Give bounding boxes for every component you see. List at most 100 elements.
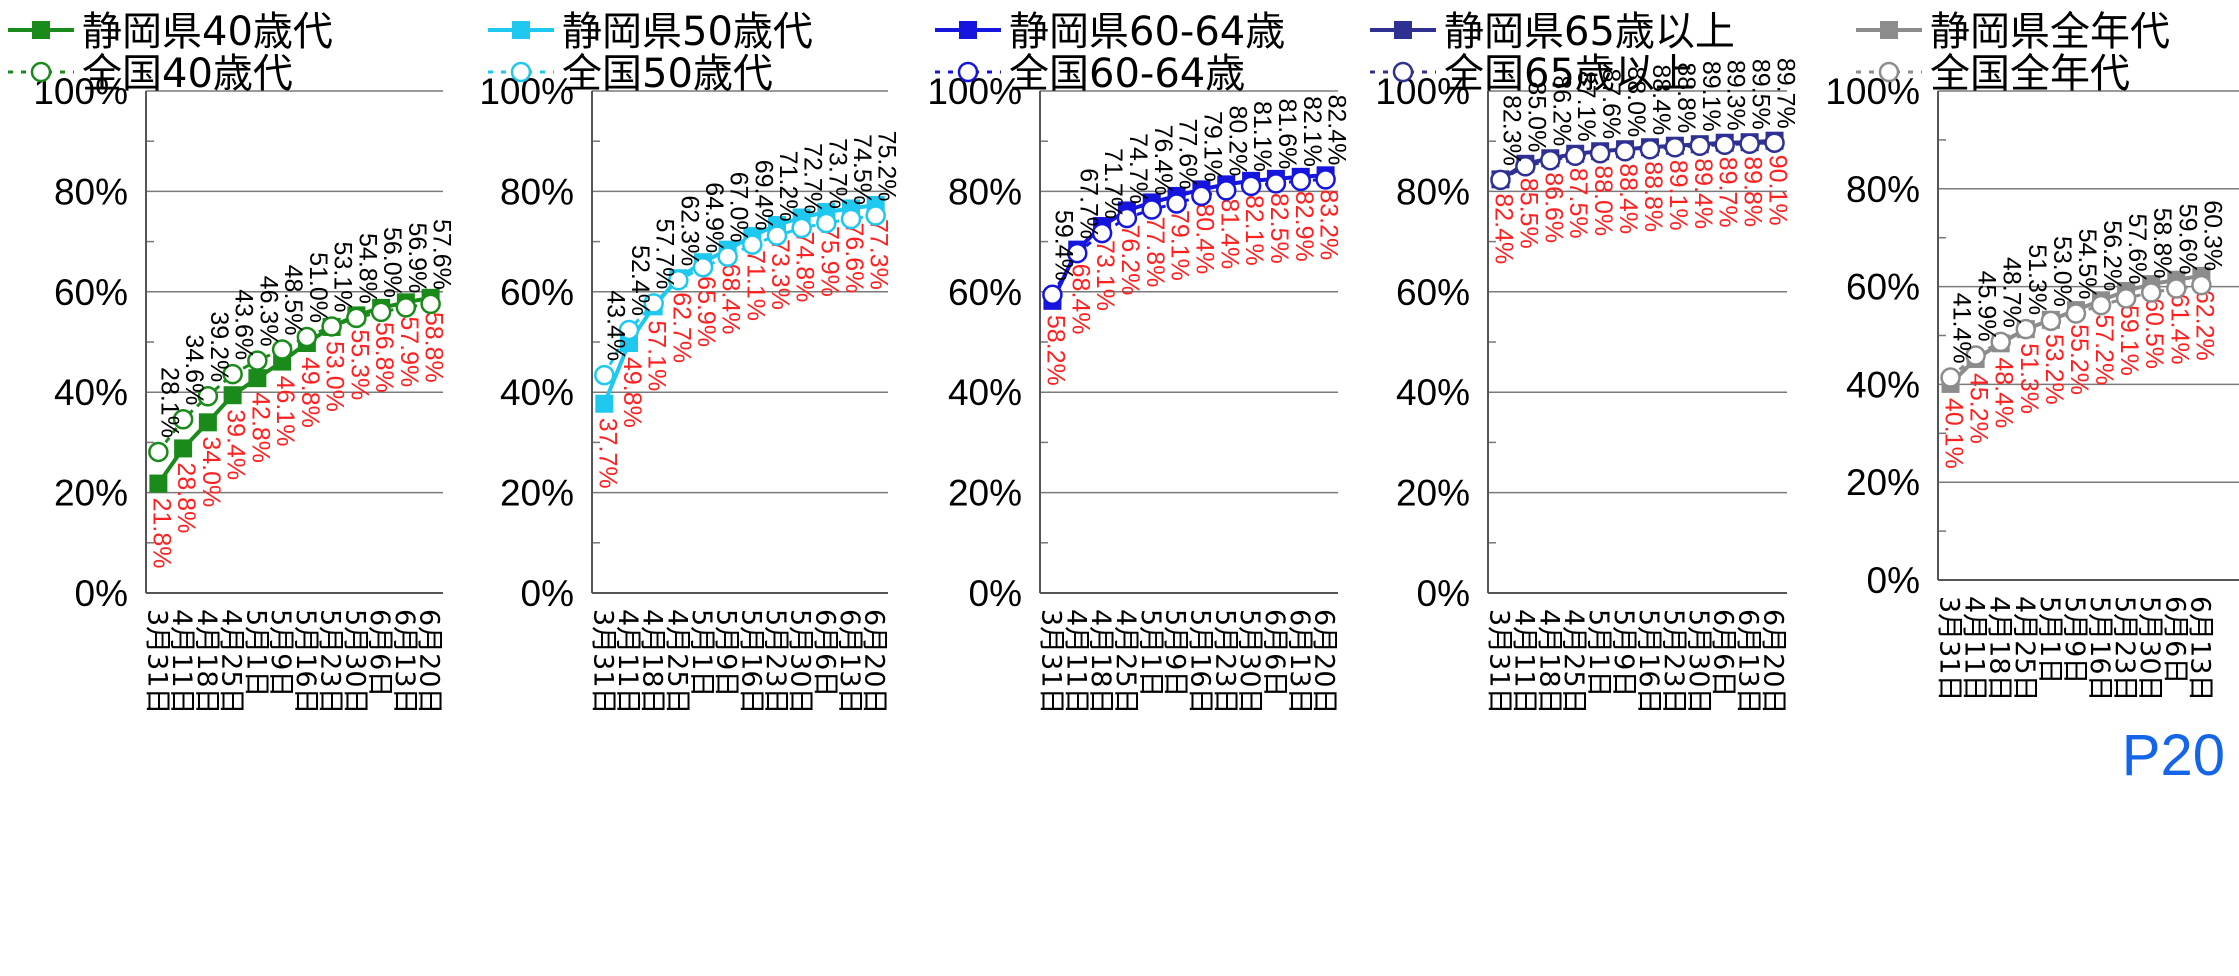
legend-label: 静岡県65歳以上 xyxy=(1444,9,1735,55)
legend-marker-circle xyxy=(957,61,979,83)
data-point-circle xyxy=(742,234,763,255)
data-label: 62.7% xyxy=(667,292,695,363)
data-label: 81.1% xyxy=(1248,101,1276,172)
data-label: 72.7% xyxy=(799,143,827,214)
y-tick-label: 0% xyxy=(1867,560,1920,601)
legend-marker-square xyxy=(1394,21,1412,39)
x-tick-label: 4月25日 xyxy=(1558,609,1589,715)
x-tick-label: 6月6日 xyxy=(364,609,395,697)
data-label: 58.8% xyxy=(2148,208,2176,279)
data-label: 76.2% xyxy=(1116,224,1144,295)
data-point-circle xyxy=(197,385,219,407)
legend-marker-circle xyxy=(1878,61,1900,83)
data-point-circle xyxy=(1940,367,1961,388)
data-point-circle xyxy=(1042,284,1063,306)
y-tick-label: 40% xyxy=(500,372,574,413)
data-label: 77.3% xyxy=(865,219,893,290)
data-label: 49.8% xyxy=(618,357,646,428)
x-tick-label: 6月13日 xyxy=(389,609,420,715)
x-tick-label: 5月1日 xyxy=(2034,596,2065,684)
data-label: 28.1% xyxy=(155,367,183,438)
data-label: 57.6% xyxy=(2123,213,2151,284)
data-label: 40.1% xyxy=(1940,398,1968,469)
x-tick-label: 5月16日 xyxy=(2084,596,2115,702)
data-label: 28.8% xyxy=(172,462,200,533)
data-label: 77.8% xyxy=(1141,216,1169,287)
y-tick-label: 60% xyxy=(54,272,128,313)
x-tick-label: 4月25日 xyxy=(1110,609,1141,715)
data-label: 82.1% xyxy=(1240,195,1268,266)
y-tick-label: 100% xyxy=(1375,71,1470,112)
data-point-circle xyxy=(1067,242,1088,264)
data-label: 60.5% xyxy=(2140,298,2168,369)
x-tick-label: 5月1日 xyxy=(686,609,717,697)
data-point-circle xyxy=(148,441,169,463)
x-tick-label: 5月23日 xyxy=(315,609,346,715)
data-label: 73.7% xyxy=(823,138,851,209)
data-point-circle xyxy=(1515,156,1536,177)
data-point-circle xyxy=(618,319,640,341)
x-tick-label: 5月16日 xyxy=(735,609,766,715)
x-tick-label: 4月18日 xyxy=(637,609,668,715)
data-label: 76.4% xyxy=(1149,125,1177,196)
data-point-circle xyxy=(1116,207,1138,229)
x-tick-label: 4月11日 xyxy=(612,609,643,715)
data-label: 86.6% xyxy=(1539,172,1567,243)
y-tick-label: 20% xyxy=(1396,473,1470,514)
y-tick-label: 60% xyxy=(1846,267,1920,308)
data-label: 71.7% xyxy=(1099,148,1127,219)
data-label: 82.1% xyxy=(1298,96,1326,167)
data-label: 45.2% xyxy=(1965,373,1993,444)
y-tick-label: 80% xyxy=(1846,169,1920,210)
data-point-circle xyxy=(2040,310,2062,332)
data-point-circle xyxy=(1091,222,1113,244)
x-tick-label: 5月30日 xyxy=(1683,609,1714,715)
data-point-circle xyxy=(2140,282,2162,303)
y-tick-label: 60% xyxy=(948,272,1022,313)
data-label: 83.2% xyxy=(1315,189,1343,260)
x-tick-label: 6月13日 xyxy=(2184,596,2215,702)
data-label: 85.0% xyxy=(1522,81,1550,152)
legend-marker-circle xyxy=(1392,61,1414,83)
data-point-circle xyxy=(2090,294,2112,316)
data-label: 57.7% xyxy=(651,218,679,289)
legend-marker-square xyxy=(1880,21,1898,39)
data-point-circle xyxy=(296,326,318,348)
legend-label: 全国60-64歳 xyxy=(1009,51,1245,97)
data-label: 74.5% xyxy=(848,134,876,205)
data-label: 59.4% xyxy=(1049,210,1077,281)
legend-label: 静岡県50歳代 xyxy=(562,9,813,55)
x-tick-label: 5月1日 xyxy=(240,609,271,697)
chart-panel-3: 0%20%40%60%80%100%3月31日4月11日4月18日4月25日5月… xyxy=(927,9,1350,715)
x-tick-label: 3月31日 xyxy=(141,609,172,715)
data-point-circle xyxy=(1490,169,1511,191)
data-point-circle xyxy=(247,350,268,371)
y-tick-label: 40% xyxy=(1396,372,1470,413)
chart-panel-5: 0%20%40%60%80%100%3月31日4月11日4月18日4月25日5月… xyxy=(1825,9,2239,702)
data-label: 39.4% xyxy=(222,409,250,480)
x-tick-label: 4月11日 xyxy=(1508,609,1539,715)
data-label: 79.1% xyxy=(1198,111,1226,182)
data-label: 56.0% xyxy=(378,227,406,298)
y-tick-label: 20% xyxy=(948,473,1022,514)
chart-panel-1: 0%20%40%60%80%100%3月31日4月11日4月18日4月25日5月… xyxy=(8,9,456,715)
data-label: 62.2% xyxy=(2190,290,2218,361)
x-tick-label: 5月23日 xyxy=(1209,609,1240,715)
data-point-circle xyxy=(766,225,788,246)
y-tick-label: 0% xyxy=(75,573,128,614)
data-point-circle xyxy=(1990,331,2011,353)
x-tick-label: 3月31日 xyxy=(1934,596,1965,702)
data-point-circle xyxy=(717,246,738,267)
data-label: 49.8% xyxy=(296,357,324,428)
data-label: 82.3% xyxy=(1497,95,1525,166)
x-tick-label: 4月18日 xyxy=(1533,609,1564,715)
data-point-circle xyxy=(1216,180,1237,201)
data-label: 34.6% xyxy=(180,334,208,405)
data-label: 57.9% xyxy=(395,316,423,387)
data-label: 68.4% xyxy=(1066,264,1094,335)
legend-label: 静岡県60-64歳 xyxy=(1009,9,1285,55)
x-tick-label: 5月23日 xyxy=(1658,609,1689,715)
data-label: 51.0% xyxy=(304,252,332,323)
data-label: 48.7% xyxy=(1998,257,2026,328)
data-label: 82.4% xyxy=(1489,193,1517,264)
